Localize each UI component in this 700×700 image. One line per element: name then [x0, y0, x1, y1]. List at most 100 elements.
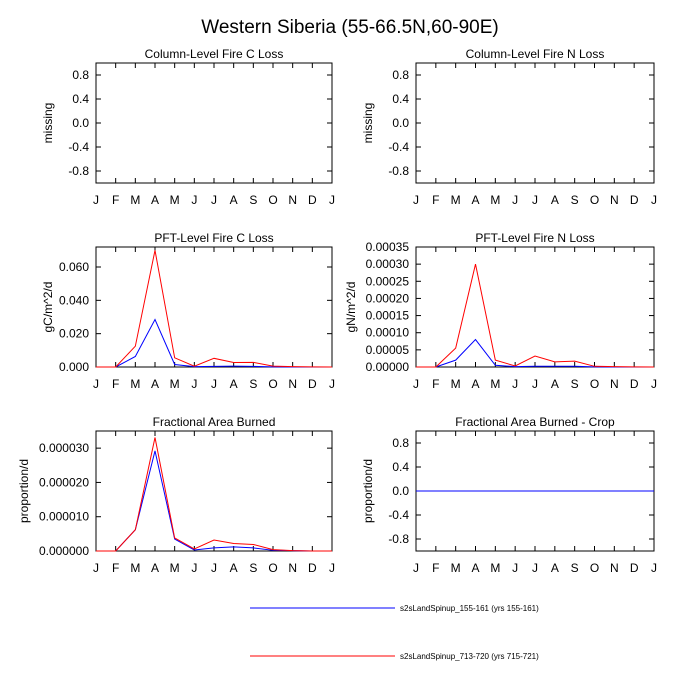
- series-line-blue: [96, 318, 332, 368]
- x-tick-label: J: [413, 193, 419, 207]
- x-tick-label: J: [329, 193, 335, 207]
- x-tick-label: M: [130, 561, 140, 575]
- x-tick-label: M: [170, 561, 180, 575]
- y-tick-label: 0.000: [59, 360, 89, 374]
- y-tick-label: 0.00005: [366, 343, 410, 357]
- y-tick-label: 0.00020: [366, 291, 410, 305]
- x-tick-label: M: [170, 193, 180, 207]
- x-tick-label: S: [571, 377, 579, 391]
- x-tick-label: S: [249, 377, 257, 391]
- y-axis-label: proportion/d: [17, 459, 31, 523]
- y-axis-label: missing: [361, 103, 375, 144]
- x-tick-label: J: [651, 193, 657, 207]
- x-tick-label: A: [551, 561, 559, 575]
- y-tick-label: 0.4: [392, 460, 409, 474]
- y-tick-label: -0.8: [388, 164, 409, 178]
- series-line-red: [96, 437, 332, 552]
- x-tick-label: J: [211, 377, 217, 391]
- x-tick-label: J: [512, 561, 518, 575]
- panel-frame: [95, 62, 333, 184]
- y-tick-label: 0.0: [392, 484, 409, 498]
- x-tick-label: N: [610, 561, 619, 575]
- x-tick-label: A: [230, 193, 238, 207]
- y-tick-label: 0.000030: [39, 441, 89, 455]
- x-tick-label: O: [268, 377, 277, 391]
- x-tick-label: J: [532, 193, 538, 207]
- y-tick-label: 0.060: [59, 260, 89, 274]
- x-tick-label: M: [130, 193, 140, 207]
- x-tick-label: S: [249, 561, 257, 575]
- x-tick-label: F: [112, 377, 119, 391]
- x-tick-label: J: [532, 561, 538, 575]
- y-tick-label: -0.8: [68, 164, 89, 178]
- x-tick-label: J: [512, 377, 518, 391]
- x-tick-label: A: [230, 377, 238, 391]
- x-tick-label: A: [471, 561, 479, 575]
- x-tick-label: O: [590, 561, 599, 575]
- x-tick-label: J: [93, 193, 99, 207]
- panel-title: Column-Level Fire C Loss: [145, 47, 284, 61]
- x-tick-label: M: [490, 377, 500, 391]
- series-line-red: [416, 264, 655, 368]
- y-axis-label: gN/m^2/d: [344, 282, 358, 333]
- y-tick-label: 0.000020: [39, 475, 89, 489]
- y-tick-label: 0.00015: [366, 309, 410, 323]
- x-tick-label: A: [551, 193, 559, 207]
- x-tick-label: J: [329, 561, 335, 575]
- x-tick-label: J: [211, 193, 217, 207]
- x-tick-label: N: [610, 377, 619, 391]
- y-tick-label: 0.000010: [39, 510, 89, 524]
- y-tick-label: -0.4: [388, 508, 409, 522]
- x-tick-label: A: [471, 377, 479, 391]
- x-tick-label: F: [112, 193, 119, 207]
- y-tick-label: 0.4: [72, 92, 89, 106]
- x-tick-label: O: [268, 193, 277, 207]
- x-tick-label: M: [451, 561, 461, 575]
- x-tick-label: D: [630, 561, 639, 575]
- x-tick-label: A: [151, 377, 159, 391]
- x-tick-label: F: [432, 377, 439, 391]
- x-tick-label: J: [191, 193, 197, 207]
- x-tick-label: J: [413, 377, 419, 391]
- x-tick-label: N: [288, 377, 297, 391]
- y-tick-label: -0.4: [388, 140, 409, 154]
- y-tick-label: -0.8: [388, 532, 409, 546]
- x-tick-label: J: [93, 561, 99, 575]
- x-tick-label: D: [630, 193, 639, 207]
- x-tick-label: M: [451, 193, 461, 207]
- x-tick-label: A: [151, 561, 159, 575]
- x-tick-label: M: [451, 377, 461, 391]
- panel-title: Fractional Area Burned - Crop: [455, 415, 615, 429]
- x-tick-label: A: [151, 193, 159, 207]
- x-tick-label: S: [249, 193, 257, 207]
- y-tick-label: 0.00035: [366, 240, 410, 254]
- panel-title: Fractional Area Burned: [153, 415, 276, 429]
- y-tick-label: 0.020: [59, 327, 89, 341]
- panel-frame: [415, 62, 655, 184]
- y-tick-label: 0.00025: [366, 274, 410, 288]
- x-tick-label: A: [471, 193, 479, 207]
- x-tick-label: D: [308, 377, 317, 391]
- y-tick-label: 0.8: [392, 68, 409, 82]
- chart-legend: s2sLandSpinup_155-161 (yrs 155-161) s2sL…: [250, 604, 539, 661]
- x-tick-label: J: [329, 377, 335, 391]
- x-tick-label: O: [268, 561, 277, 575]
- panel-6: Fractional Area Burned - Crop proportion/…: [361, 415, 657, 575]
- y-axis-label: gC/m^2/d: [41, 282, 55, 333]
- x-tick-label: A: [230, 561, 238, 575]
- x-tick-label: J: [191, 377, 197, 391]
- x-tick-label: D: [308, 193, 317, 207]
- x-tick-label: N: [610, 193, 619, 207]
- x-tick-label: M: [490, 561, 500, 575]
- y-tick-label: 0.00030: [366, 257, 410, 271]
- x-tick-label: M: [490, 193, 500, 207]
- x-tick-label: D: [630, 377, 639, 391]
- y-tick-label: 0.0: [72, 116, 89, 130]
- y-tick-label: 0.0: [392, 116, 409, 130]
- x-tick-label: F: [432, 193, 439, 207]
- y-tick-label: 0.000000: [39, 544, 89, 558]
- y-tick-label: 0.00000: [366, 360, 410, 374]
- x-tick-label: F: [432, 561, 439, 575]
